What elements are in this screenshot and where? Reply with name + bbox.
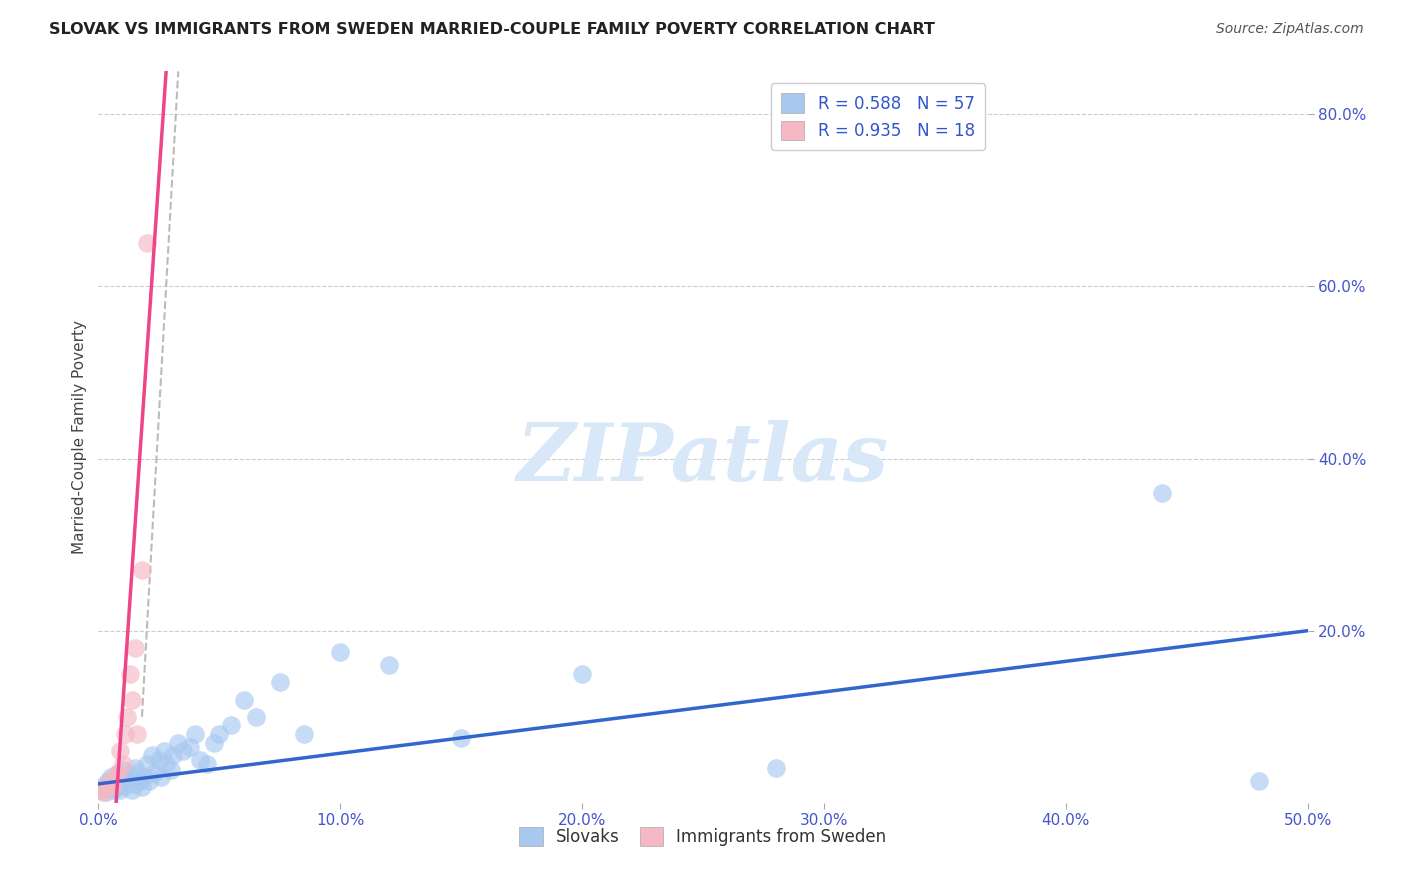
Point bbox=[135, 757, 157, 772]
Point bbox=[765, 761, 787, 775]
Point bbox=[104, 780, 127, 795]
Point bbox=[232, 692, 254, 706]
Point bbox=[128, 774, 150, 789]
Point bbox=[121, 692, 143, 706]
Point bbox=[90, 783, 112, 797]
Point bbox=[101, 774, 124, 789]
Point bbox=[114, 727, 136, 741]
Legend: Slovaks, Immigrants from Sweden: Slovaks, Immigrants from Sweden bbox=[513, 821, 893, 853]
Point bbox=[329, 645, 352, 659]
Point bbox=[124, 761, 146, 775]
Point bbox=[91, 785, 114, 799]
Point bbox=[172, 744, 194, 758]
Point bbox=[107, 765, 129, 780]
Point bbox=[100, 774, 122, 789]
Point bbox=[118, 666, 141, 681]
Point bbox=[117, 774, 139, 789]
Point bbox=[101, 779, 124, 793]
Point bbox=[108, 783, 131, 797]
Point bbox=[94, 785, 117, 799]
Point bbox=[269, 675, 291, 690]
Point bbox=[141, 748, 163, 763]
Point bbox=[107, 765, 129, 780]
Point bbox=[450, 731, 472, 746]
Point bbox=[94, 779, 117, 793]
Text: ZIPatlas: ZIPatlas bbox=[517, 420, 889, 498]
Point bbox=[195, 757, 218, 772]
Point bbox=[100, 777, 122, 791]
Point bbox=[160, 763, 183, 777]
Point bbox=[204, 735, 226, 749]
Point bbox=[143, 765, 166, 780]
Point bbox=[117, 710, 139, 724]
Point bbox=[97, 780, 120, 795]
Point bbox=[292, 727, 315, 741]
Point bbox=[571, 666, 593, 681]
Point bbox=[377, 658, 399, 673]
Point bbox=[121, 783, 143, 797]
Point bbox=[162, 748, 184, 763]
Point bbox=[134, 770, 156, 784]
Point bbox=[107, 779, 129, 793]
Point bbox=[124, 777, 146, 791]
Point bbox=[114, 779, 136, 793]
Text: SLOVAK VS IMMIGRANTS FROM SWEDEN MARRIED-COUPLE FAMILY POVERTY CORRELATION CHART: SLOVAK VS IMMIGRANTS FROM SWEDEN MARRIED… bbox=[49, 22, 935, 37]
Point bbox=[152, 744, 174, 758]
Point bbox=[118, 768, 141, 782]
Point bbox=[111, 763, 134, 777]
Point bbox=[108, 777, 131, 791]
Point bbox=[1249, 774, 1271, 789]
Point bbox=[150, 770, 173, 784]
Point bbox=[127, 765, 149, 780]
Point bbox=[111, 772, 134, 786]
Point bbox=[135, 236, 157, 251]
Point bbox=[90, 783, 112, 797]
Point bbox=[108, 744, 131, 758]
Point bbox=[208, 727, 231, 741]
Point bbox=[127, 727, 149, 741]
Point bbox=[111, 757, 134, 772]
Point bbox=[101, 783, 124, 797]
Text: Source: ZipAtlas.com: Source: ZipAtlas.com bbox=[1216, 22, 1364, 37]
Point bbox=[131, 780, 153, 795]
Y-axis label: Married-Couple Family Poverty: Married-Couple Family Poverty bbox=[72, 320, 87, 554]
Point bbox=[167, 735, 190, 749]
Point bbox=[138, 774, 160, 789]
Point bbox=[104, 772, 127, 786]
Point bbox=[97, 774, 120, 789]
Point bbox=[221, 718, 243, 732]
Point bbox=[155, 757, 177, 772]
Point bbox=[131, 564, 153, 578]
Point bbox=[104, 770, 127, 784]
Point bbox=[184, 727, 207, 741]
Point bbox=[179, 739, 201, 754]
Point bbox=[91, 779, 114, 793]
Point bbox=[188, 753, 211, 767]
Point bbox=[100, 770, 122, 784]
Point bbox=[148, 753, 170, 767]
Point bbox=[1152, 486, 1174, 500]
Point bbox=[97, 780, 120, 795]
Point bbox=[245, 710, 267, 724]
Point bbox=[124, 640, 146, 655]
